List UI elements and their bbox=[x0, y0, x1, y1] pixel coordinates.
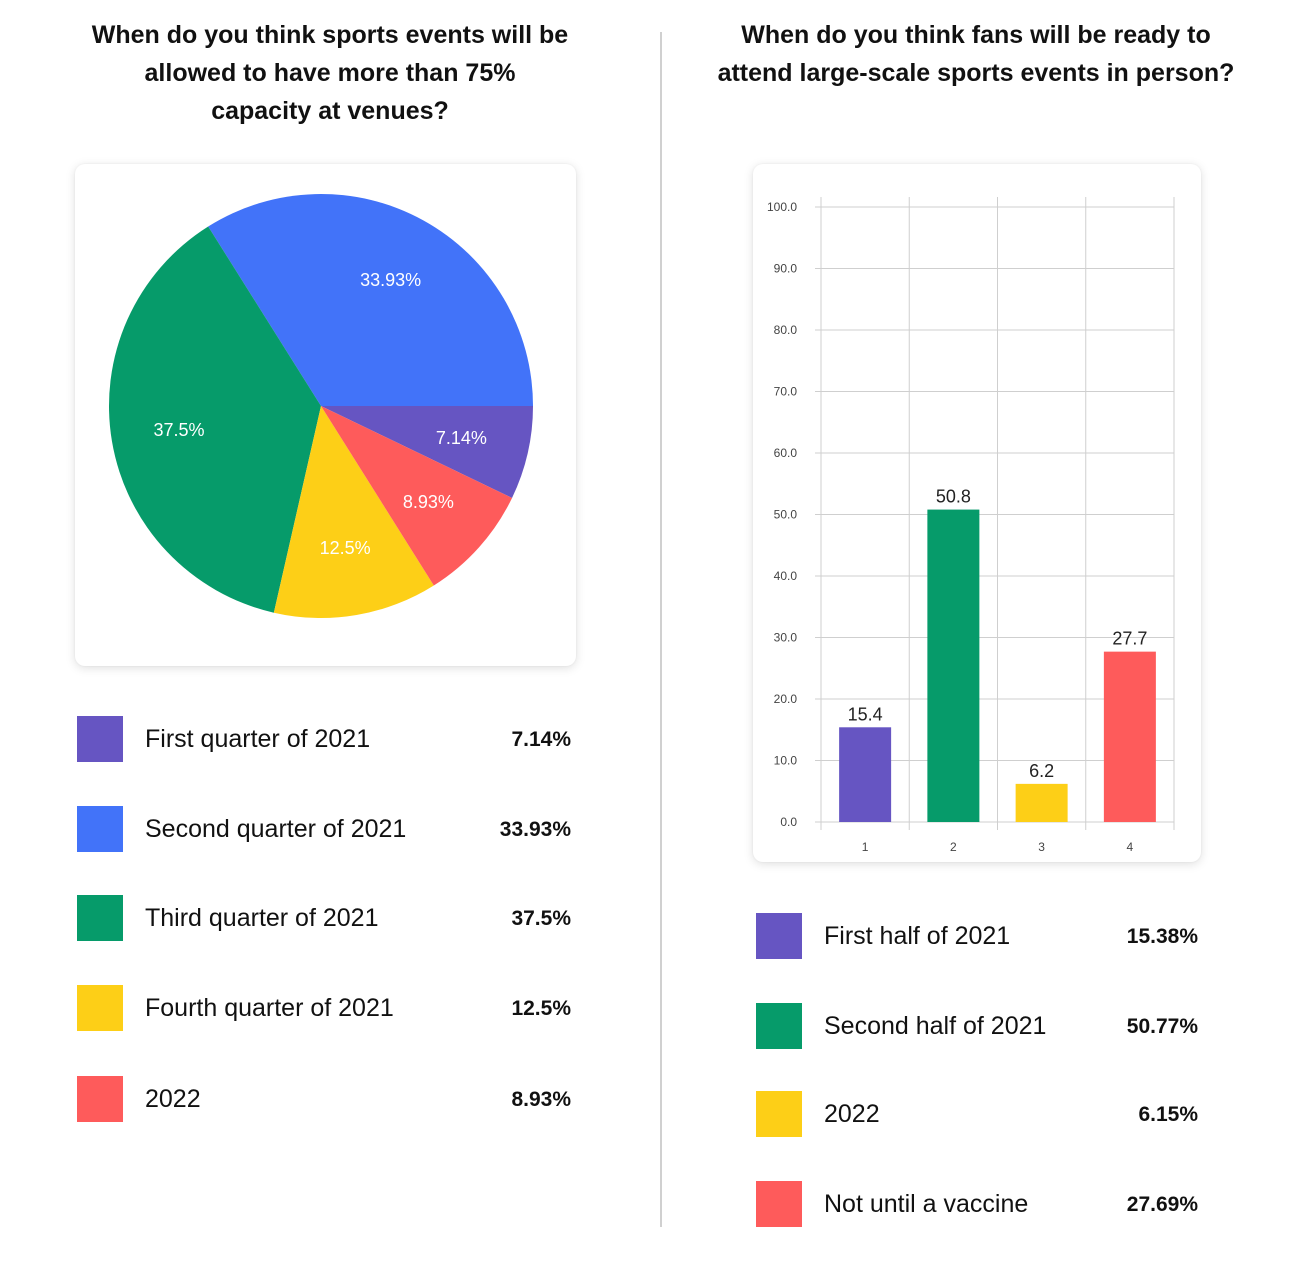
legend-swatch bbox=[77, 806, 123, 852]
legend-swatch bbox=[77, 1076, 123, 1122]
pie-slice-2 bbox=[208, 193, 533, 406]
x-tick-label: 4 bbox=[1127, 840, 1134, 854]
y-tick-label: 80.0 bbox=[774, 323, 798, 337]
bar-2 bbox=[927, 509, 980, 822]
pie-slice-1 bbox=[321, 406, 533, 498]
y-tick-label: 20.0 bbox=[774, 692, 798, 706]
legend-swatch bbox=[77, 985, 123, 1031]
pie-slice-label-4: 12.5% bbox=[320, 538, 371, 558]
y-tick-label: 100.0 bbox=[767, 200, 797, 214]
y-tick-label: 50.0 bbox=[774, 508, 798, 522]
y-tick-label: 40.0 bbox=[774, 569, 798, 583]
pie-legend-item: Third quarter of 2021 37.5% bbox=[77, 895, 571, 941]
legend-label: Not until a vaccine bbox=[824, 1190, 1029, 1218]
legend-value: 37.5% bbox=[511, 907, 571, 930]
legend-label: First half of 2021 bbox=[824, 922, 1011, 950]
legend-value: 7.14% bbox=[511, 728, 571, 751]
bar-value-label: 27.7 bbox=[1112, 629, 1147, 649]
x-tick-label: 3 bbox=[1038, 840, 1045, 854]
pie-title-line-1: When do you think sports events will be bbox=[91, 21, 569, 49]
bar-value-label: 15.4 bbox=[848, 704, 883, 724]
legend-label: First quarter of 2021 bbox=[145, 725, 371, 753]
bar-title-line-2: attend large-scale sports events in pers… bbox=[717, 59, 1235, 87]
legend-swatch bbox=[756, 1181, 802, 1227]
pie-title-line-2: allowed to have more than 75% bbox=[144, 59, 516, 87]
legend-swatch bbox=[756, 1091, 802, 1137]
bar-3 bbox=[1015, 783, 1068, 822]
x-tick-label: 2 bbox=[950, 840, 957, 854]
legend-label: 2022 bbox=[824, 1100, 880, 1128]
pie-slice-4 bbox=[273, 406, 434, 618]
legend-value: 15.38% bbox=[1126, 925, 1198, 948]
legend-label: 2022 bbox=[145, 1085, 201, 1113]
legend-swatch bbox=[756, 1003, 802, 1049]
pie-chart-card: 7.14% 33.93% 37.5% 12.5% 8.93% bbox=[75, 164, 576, 666]
legend-value: 50.77% bbox=[1126, 1015, 1198, 1038]
bar-value-label: 6.2 bbox=[1029, 761, 1054, 781]
y-tick-label: 10.0 bbox=[774, 754, 798, 768]
bar-4 bbox=[1103, 651, 1156, 822]
bar-legend-item: 2022 6.15% bbox=[756, 1091, 1198, 1137]
bar-legend-item: Second half of 2021 50.77% bbox=[756, 1003, 1198, 1049]
legend-value: 33.93% bbox=[499, 818, 571, 841]
pie-chart: 7.14% 33.93% 37.5% 12.5% 8.93% bbox=[108, 193, 533, 618]
pie-slice-label-5: 8.93% bbox=[403, 492, 454, 512]
y-tick-label: 90.0 bbox=[774, 262, 798, 276]
bar-chart: 0.0 10.0 20.0 30.0 40.0 50.0 60.0 70.0 80.0 90.0 1… bbox=[767, 197, 1175, 854]
pie-legend-item: First quarter of 2021 7.14% bbox=[77, 716, 571, 762]
pie-slice-5 bbox=[321, 406, 513, 586]
pie-legend-item: Second quarter of 2021 33.93% bbox=[77, 806, 571, 852]
pie-legend-item: Fourth quarter of 2021 12.5% bbox=[77, 985, 571, 1031]
legend-label: Second half of 2021 bbox=[824, 1012, 1047, 1040]
pie-slice-label-1: 7.14% bbox=[436, 428, 487, 448]
bar-value-label: 50.8 bbox=[936, 487, 971, 507]
bar-chart-card: 0.0 10.0 20.0 30.0 40.0 50.0 60.0 70.0 80.0 90.0 1… bbox=[753, 164, 1201, 862]
legend-swatch bbox=[756, 913, 802, 959]
bar-legend-item: Not until a vaccine 27.69% bbox=[756, 1181, 1198, 1227]
panel-divider bbox=[660, 32, 662, 1227]
bar-title-line-1: When do you think fans will be ready to bbox=[741, 21, 1211, 49]
pie-chart-title: When do you think sports events will be … bbox=[40, 16, 620, 130]
pie-title-line-3: capacity at venues? bbox=[211, 97, 449, 125]
legend-value: 12.5% bbox=[511, 997, 571, 1020]
pie-slice-label-2: 33.93% bbox=[360, 270, 421, 290]
legend-swatch bbox=[77, 895, 123, 941]
legend-swatch bbox=[77, 716, 123, 762]
pie-legend-item: 2022 8.93% bbox=[77, 1076, 571, 1122]
y-tick-label: 70.0 bbox=[774, 385, 798, 399]
pie-slice-label-3: 37.5% bbox=[154, 420, 205, 440]
bar-chart-title: When do you think fans will be ready to … bbox=[676, 16, 1276, 92]
y-tick-label: 60.0 bbox=[774, 446, 798, 460]
y-tick-label: 30.0 bbox=[774, 631, 798, 645]
legend-label: Fourth quarter of 2021 bbox=[145, 994, 394, 1022]
y-tick-label: 0.0 bbox=[780, 815, 797, 829]
legend-value: 27.69% bbox=[1126, 1193, 1198, 1216]
legend-label: Second quarter of 2021 bbox=[145, 815, 407, 843]
legend-value: 6.15% bbox=[1138, 1103, 1198, 1126]
x-tick-label: 1 bbox=[862, 840, 869, 854]
bar-legend-item: First half of 2021 15.38% bbox=[756, 913, 1198, 959]
legend-label: Third quarter of 2021 bbox=[145, 904, 379, 932]
legend-value: 8.93% bbox=[511, 1088, 571, 1111]
pie-slice-3 bbox=[108, 226, 322, 613]
bar-1 bbox=[839, 727, 892, 822]
